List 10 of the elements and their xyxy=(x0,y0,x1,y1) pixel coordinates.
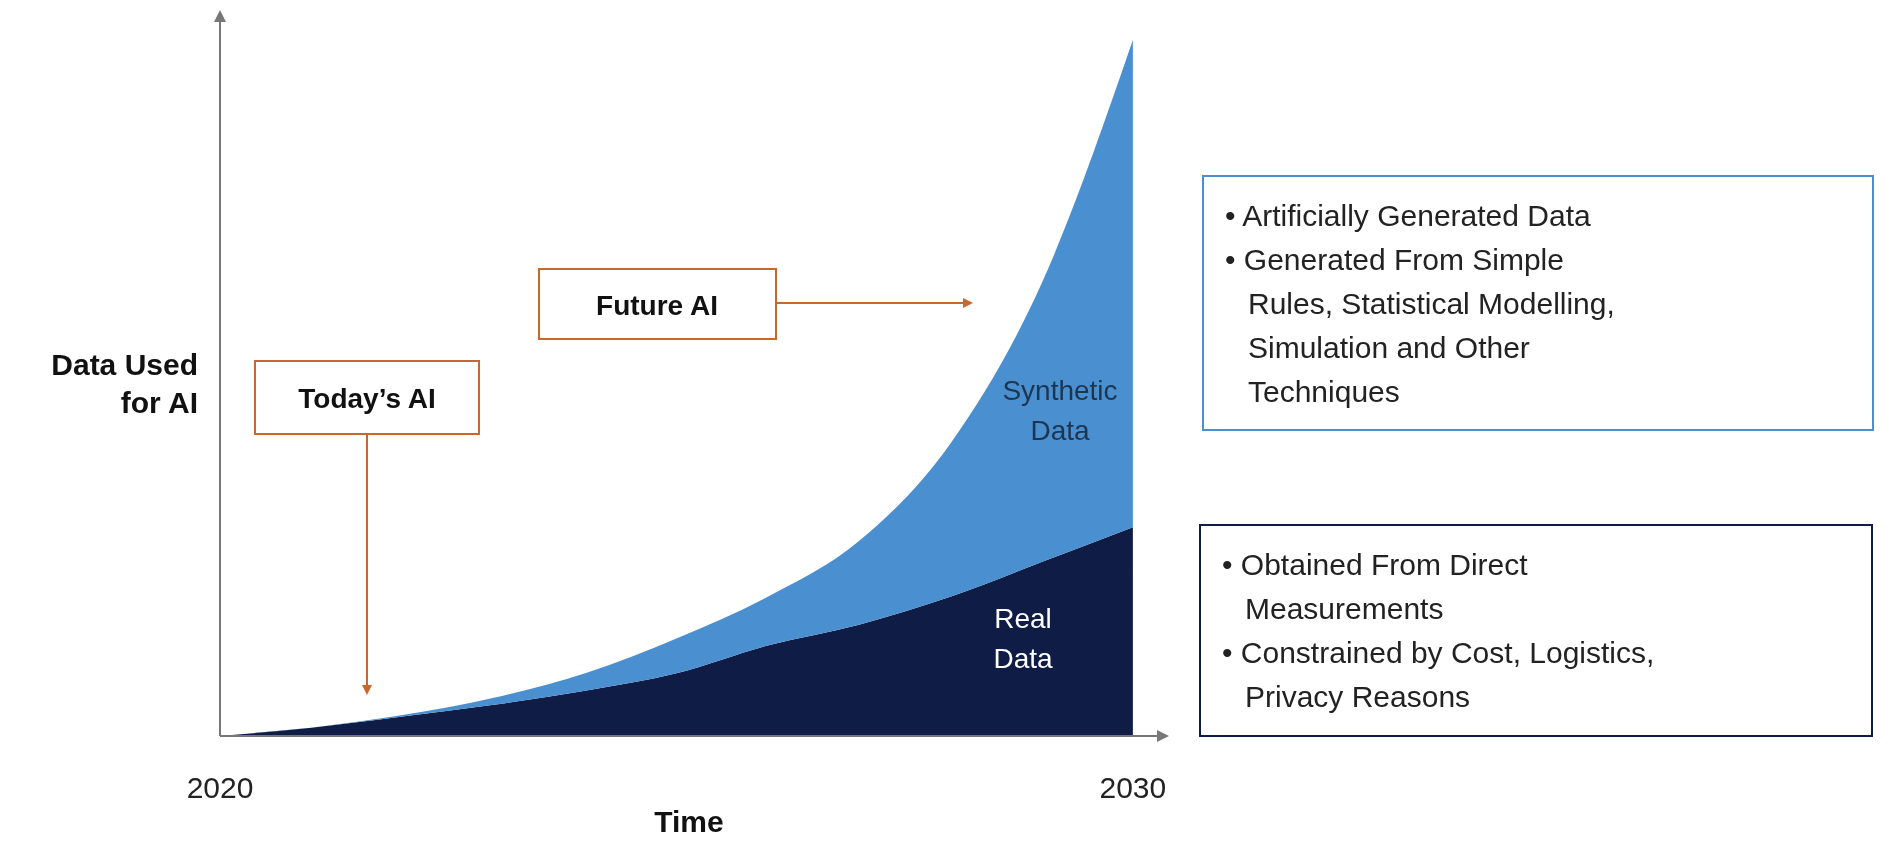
series-label: Synthetic Data xyxy=(1002,375,1118,446)
series-label: Real Data xyxy=(993,603,1053,674)
y-axis-title: Data Used for AI xyxy=(51,348,198,419)
x-tick-label: 2030 xyxy=(1099,771,1167,804)
text: • Artificially Generated Data • Generated From Simple Rules, Statistical Modelling, Simulation and Other Techniques xyxy=(1225,199,1615,408)
annotation: Future AI xyxy=(596,290,718,321)
x-axis-title: Time xyxy=(654,805,724,838)
text: • Obtained From Direct Measurements • Constrained by Cost, Logistics, Privacy Reasons xyxy=(1222,548,1655,713)
x-tick-label: 2020 xyxy=(186,771,254,804)
annotation: Today’s AI xyxy=(298,383,436,414)
